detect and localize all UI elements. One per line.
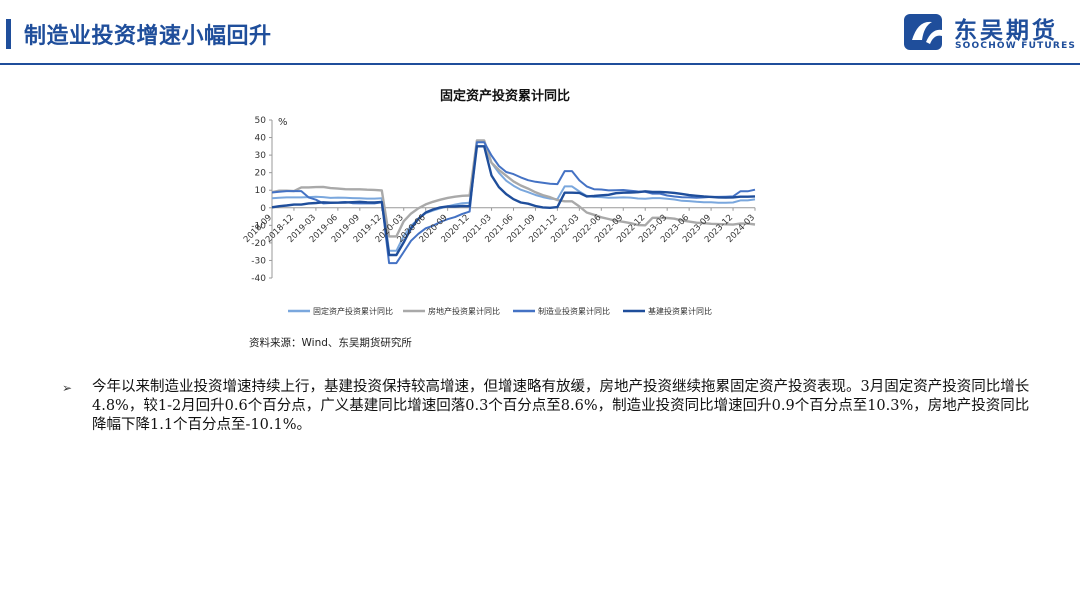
legend-label: 房地产投资累计同比 bbox=[428, 306, 500, 316]
series-line-1 bbox=[271, 145, 756, 252]
y-tick-label: -40 bbox=[251, 274, 266, 284]
y-tick-label: 20 bbox=[255, 169, 267, 179]
y-tick-label: 50 bbox=[255, 116, 267, 126]
commentary-text: 今年以来制造业投资增速持续上行，基建投资保持较高增速，但增速略有放缓，房地产投资… bbox=[92, 379, 1030, 433]
chart-legend: 固定资产投资累计同比 房地产投资累计同比 制造业投资累计同比 基建投资累计同比 bbox=[288, 306, 712, 316]
chart-series bbox=[271, 139, 756, 265]
arrowhead-icon: ➢ bbox=[62, 381, 73, 395]
y-tick-label: -20 bbox=[251, 239, 266, 249]
header-divider bbox=[0, 63, 1080, 65]
series-line-2 bbox=[271, 139, 756, 238]
page-header: 制造业投资增速小幅回升 东吴期货 SOOCHOW FUTURES bbox=[0, 0, 1080, 66]
y-tick-label: 10 bbox=[255, 186, 267, 196]
legend-label: 制造业投资累计同比 bbox=[538, 306, 610, 316]
company-logo: 东吴期货 SOOCHOW FUTURES bbox=[902, 10, 1077, 54]
data-source-note: 资料来源：Wind、东吴期货研究所 bbox=[249, 337, 412, 349]
soochow-logo-icon bbox=[904, 14, 942, 50]
y-axis-unit: % bbox=[278, 117, 288, 128]
logo-english-name: SOOCHOW FUTURES bbox=[955, 41, 1077, 51]
series-line-4 bbox=[271, 145, 756, 257]
y-tick-label: 0 bbox=[260, 204, 266, 214]
legend-label: 基建投资累计同比 bbox=[648, 306, 712, 316]
y-tick-label: 30 bbox=[255, 151, 267, 161]
legend-label: 固定资产投资累计同比 bbox=[313, 306, 393, 316]
title-accent-bar bbox=[6, 19, 11, 49]
page-title: 制造业投资增速小幅回升 bbox=[24, 24, 272, 49]
y-tick-label: 40 bbox=[255, 134, 267, 144]
investment-line-chart: 固定资产投资累计同比 % 50403020100-10-20-30-402018… bbox=[242, 88, 757, 316]
logo-chinese-name: 东吴期货 bbox=[954, 18, 1058, 44]
y-tick-label: -30 bbox=[251, 256, 266, 266]
y-tick-label: -10 bbox=[251, 221, 266, 231]
chart-title: 固定资产投资累计同比 bbox=[440, 88, 570, 104]
